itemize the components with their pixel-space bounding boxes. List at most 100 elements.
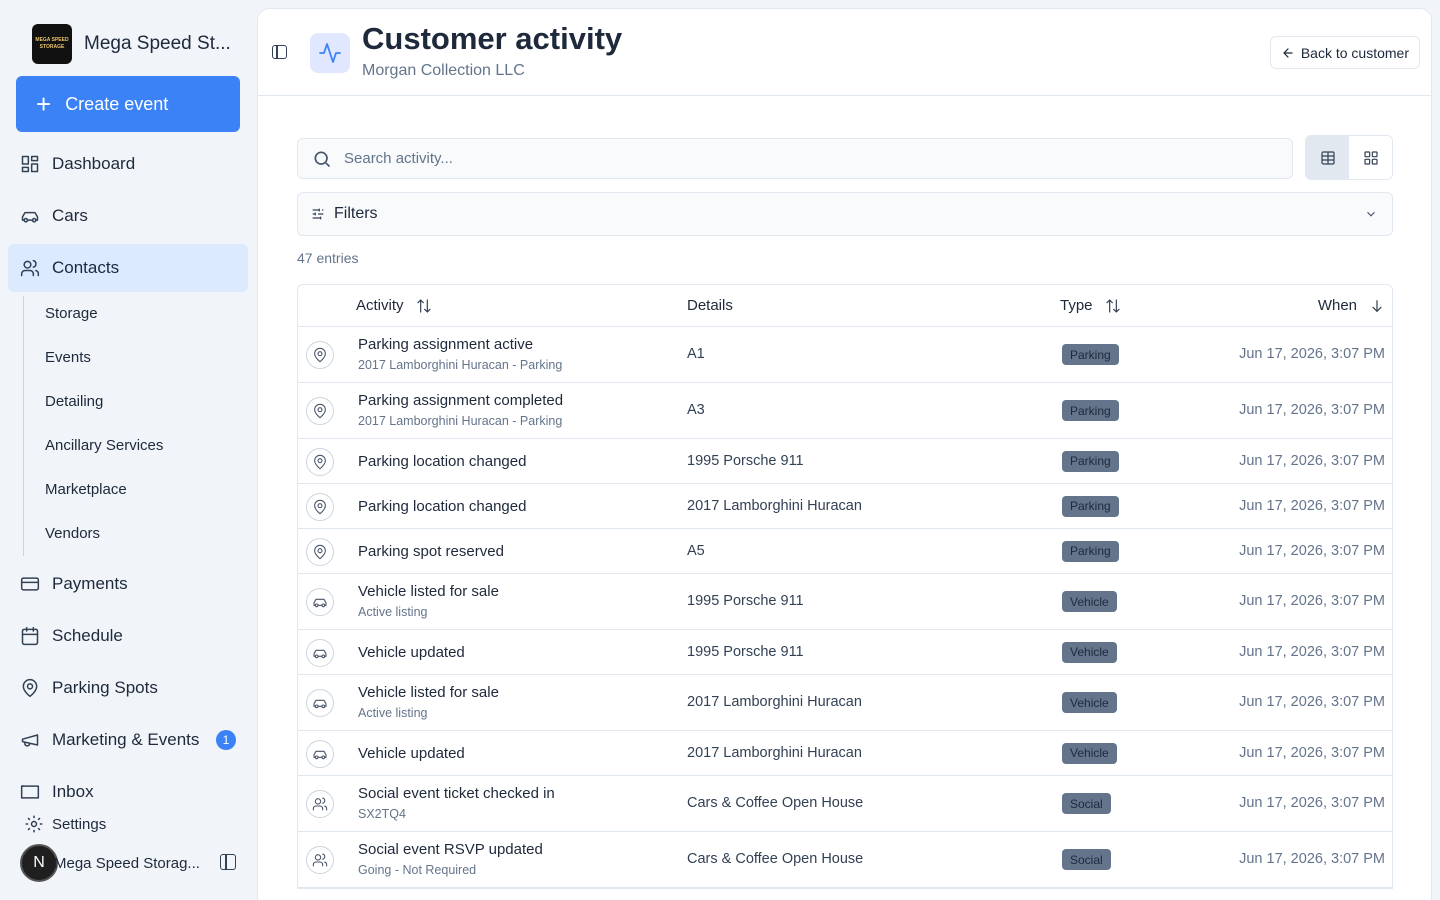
sidebar-collapse-icon[interactable]	[220, 854, 236, 870]
filters-toggle[interactable]: Filters	[297, 192, 1393, 236]
activity-details: Cars & Coffee Open House	[687, 795, 864, 811]
car-icon	[313, 699, 327, 709]
type-badge: Parking	[1062, 495, 1119, 517]
type-badge: Social	[1062, 849, 1111, 870]
back-to-customer-button[interactable]: Back to customer	[1269, 36, 1420, 69]
brand-logo: MEGA SPEED STORAGE	[32, 24, 72, 64]
panel-toggle-icon[interactable]	[272, 45, 287, 59]
column-type[interactable]: Type	[1060, 297, 1121, 314]
table-row[interactable]: Social event RSVP updated Going - Not Req…	[298, 832, 1392, 888]
activity-title: Parking location changed	[358, 497, 527, 515]
activity-title: Social event RSVP updated	[358, 841, 543, 858]
type-badge: Vehicle	[1062, 591, 1117, 612]
create-event-button[interactable]: + Create event	[16, 76, 240, 132]
table-row[interactable]: Parking assignment completed 2017 Lamborg…	[298, 383, 1392, 439]
activity-timestamp: Jun 17, 2026, 3:07 PM	[1239, 643, 1385, 660]
column-label: Details	[687, 297, 733, 314]
nav-item-cars[interactable]: Cars	[8, 192, 248, 240]
map-pin-icon	[314, 403, 326, 419]
sub-item-marketplace[interactable]: Marketplace	[45, 481, 127, 498]
column-activity[interactable]: Activity	[356, 297, 432, 314]
row-icon-wrapper	[306, 492, 334, 521]
activity-details: A3	[687, 402, 705, 418]
plus-icon: +	[36, 89, 52, 119]
table-header: Activity Details Type When	[298, 285, 1392, 327]
nav-item-schedule[interactable]: Schedule	[8, 612, 248, 660]
activity-subtitle: Active listing	[358, 605, 428, 619]
type-badge: Vehicle	[1062, 742, 1117, 764]
row-icon-wrapper	[306, 397, 334, 425]
nav-item-label: Schedule	[52, 626, 123, 645]
table-row[interactable]: Parking spot reserved A5 Parking Jun 17, 20…	[298, 529, 1392, 574]
table-row[interactable]: Parking assignment active 2017 Lamborghin…	[298, 327, 1392, 383]
sub-item-vendors[interactable]: Vendors	[45, 525, 101, 542]
table-row[interactable]: Vehicle listed for sale Active listing 199…	[298, 574, 1392, 630]
map-pin-icon	[314, 499, 326, 514]
map-pin-icon	[314, 454, 326, 469]
nav-item-parking-spots[interactable]: Parking Spots	[8, 664, 248, 712]
brand[interactable]: MEGA SPEED STORAGE Mega Speed St...	[32, 24, 231, 64]
table-row[interactable]: Social event ticket checked in SX2TQ4 Cars…	[298, 776, 1392, 832]
nav-item-contacts[interactable]: Contacts	[8, 244, 248, 292]
inbox-icon	[20, 785, 40, 799]
nav-item-inbox[interactable]: Inbox	[8, 768, 248, 816]
activity-subtitle: SX2TQ4	[358, 807, 406, 821]
table-row[interactable]: Parking location changed 1995 Porsche 911…	[298, 439, 1392, 484]
activity-details: 1995 Porsche 911	[687, 593, 804, 609]
table-view-button[interactable]	[1306, 136, 1349, 179]
sub-item-ancillary-services[interactable]: Ancillary Services	[45, 437, 164, 454]
nav-item-dashboard[interactable]: Dashboard	[8, 140, 248, 188]
sub-item-storage[interactable]: Storage	[45, 305, 98, 322]
sub-item-detailing[interactable]: Detailing	[45, 393, 104, 410]
nav-item-label: Payments	[52, 574, 128, 593]
row-icon-wrapper	[306, 846, 334, 874]
search-input[interactable]	[344, 150, 1244, 167]
create-event-label: Create event	[65, 93, 169, 114]
main-panel: Customer activity Morgan Collection LLC …	[257, 8, 1432, 900]
brand-logo-text: MEGA SPEED STORAGE	[35, 37, 69, 50]
activity-timestamp: Jun 17, 2026, 3:07 PM	[1239, 593, 1385, 609]
grid-view-button[interactable]	[1349, 136, 1392, 179]
settings-link[interactable]: Settings	[24, 814, 106, 834]
activity-timestamp: Jun 17, 2026, 3:07 PM	[1239, 402, 1385, 418]
search-bar	[297, 138, 1293, 179]
activity-timestamp: Jun 17, 2026, 3:07 PM	[1239, 744, 1385, 761]
row-icon-wrapper	[306, 447, 334, 476]
users-icon	[312, 853, 328, 867]
activity-title: Social event ticket checked in	[358, 785, 555, 802]
page-subtitle: Morgan Collection LLC	[362, 62, 525, 79]
brand-name: Mega Speed St...	[84, 33, 231, 54]
grid-icon	[1363, 150, 1378, 165]
column-label: When	[1317, 297, 1357, 314]
row-icon-wrapper	[306, 341, 334, 369]
type-badge: Vehicle	[1062, 641, 1117, 663]
car-icon	[313, 598, 327, 608]
activity-timestamp: Jun 17, 2026, 3:07 PM	[1239, 452, 1385, 469]
type-badge: Parking	[1062, 540, 1119, 562]
column-when[interactable]: When	[1318, 297, 1385, 314]
activity-title: Vehicle updated	[358, 643, 465, 661]
activity-title: Parking spot reserved	[358, 542, 504, 560]
sub-item-events[interactable]: Events	[45, 349, 91, 366]
nav-item-label: Dashboard	[52, 154, 136, 173]
activity-title: Vehicle listed for sale	[358, 684, 499, 701]
filters-label: Filters	[334, 205, 378, 222]
table-icon	[1320, 150, 1335, 165]
nav-item-marketing-events[interactable]: Marketing & Events 1	[8, 716, 248, 764]
user-menu[interactable]: N Mega Speed Storag...	[20, 844, 240, 882]
table-row[interactable]: Parking location changed 2017 Lamborghini…	[298, 484, 1392, 529]
row-icon-wrapper	[306, 638, 334, 667]
credit-card-icon	[20, 577, 40, 591]
map-pin-icon	[22, 678, 38, 698]
table-row[interactable]: Vehicle listed for sale Active listing 201…	[298, 675, 1392, 731]
settings-label: Settings	[52, 815, 107, 833]
nav-item-label: Marketing & Events	[52, 730, 200, 749]
table-row[interactable]: Vehicle updated 1995 Porsche 911 Vehicle Ju…	[298, 630, 1392, 675]
calendar-icon	[21, 626, 39, 646]
map-pin-icon	[314, 544, 326, 559]
activity-table: Activity Details Type When Parking assig…	[297, 284, 1393, 889]
nav-item-payments[interactable]: Payments	[8, 560, 248, 608]
activity-details: 2017 Lamborghini Huracan	[687, 744, 862, 761]
table-row[interactable]: Vehicle updated 2017 Lamborghini Huracan V…	[298, 731, 1392, 776]
car-icon	[313, 750, 327, 759]
